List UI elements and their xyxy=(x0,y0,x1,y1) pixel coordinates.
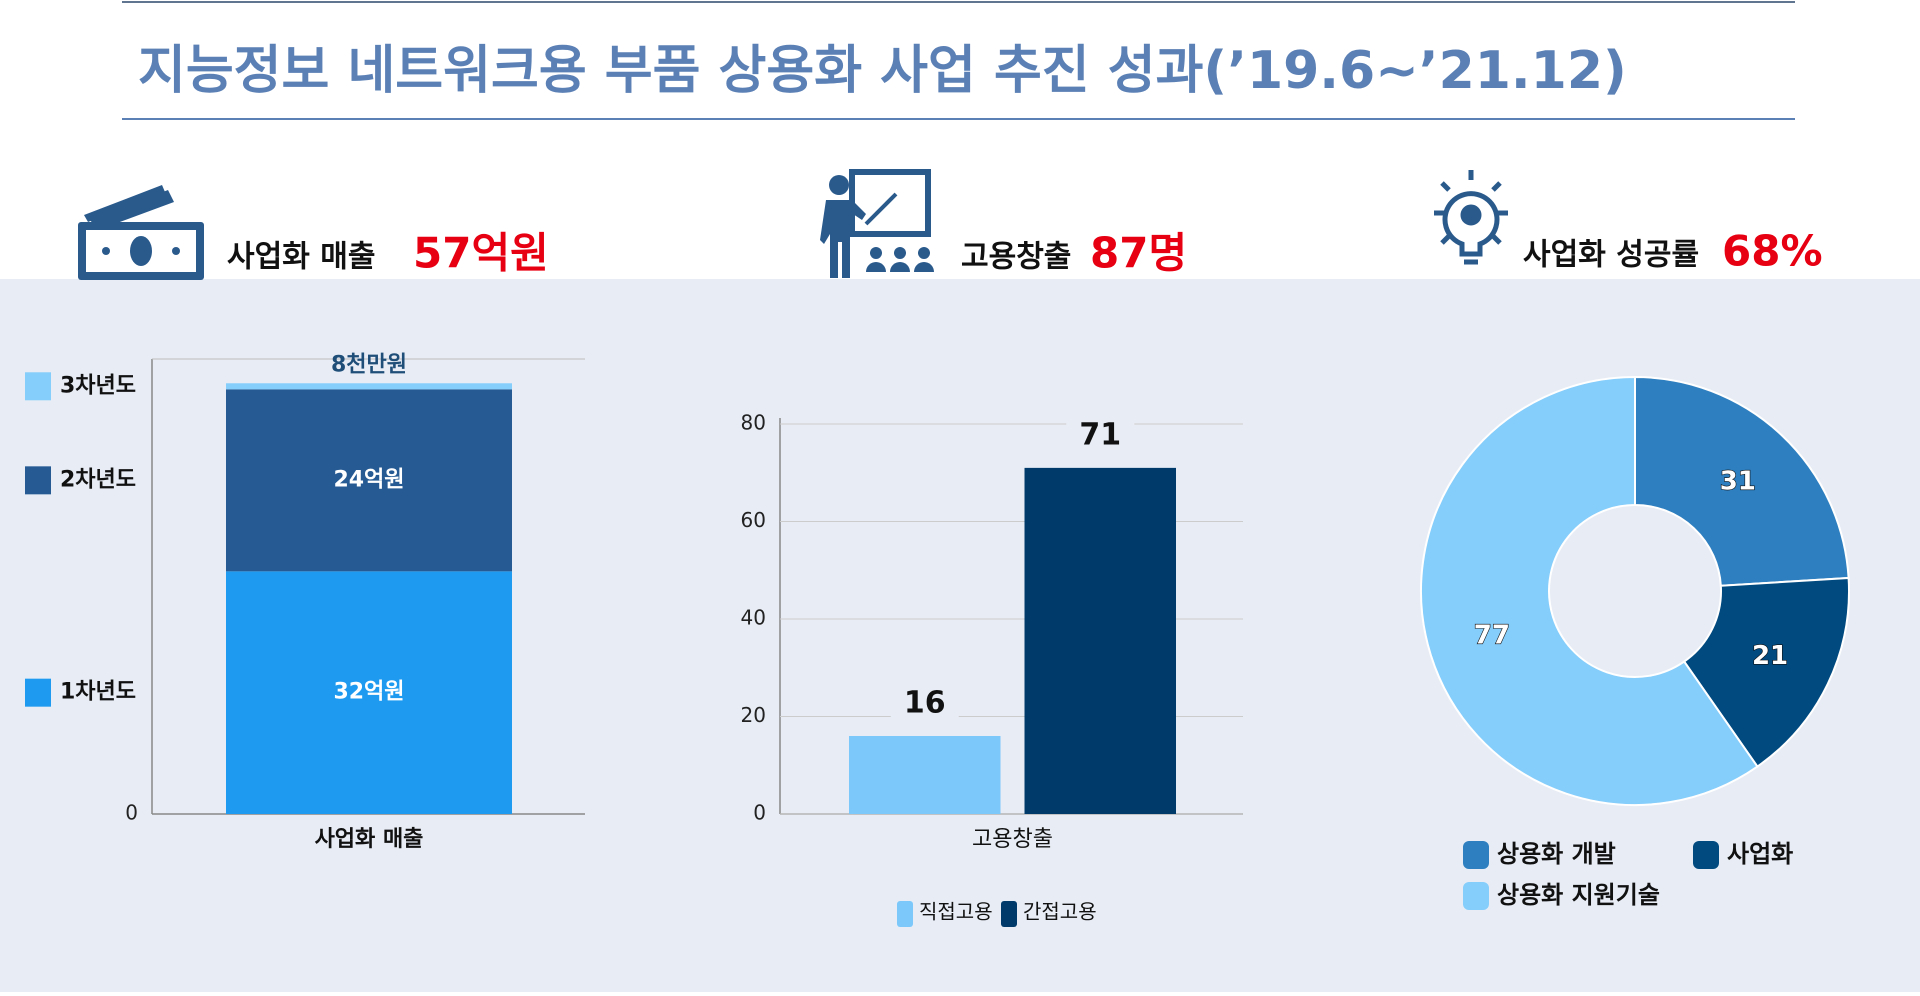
bar-segment xyxy=(226,389,512,572)
legend-label: 직접고용 xyxy=(919,900,993,924)
data-label: 32억원 xyxy=(333,680,404,705)
data-label: 24억원 xyxy=(333,467,404,492)
y-tick-label: 40 xyxy=(741,606,766,630)
legend-label: 1차년도 xyxy=(60,680,136,705)
y-tick-label: 80 xyxy=(741,411,766,435)
y-tick-label: 60 xyxy=(741,508,766,532)
bulb-icon xyxy=(1434,170,1508,265)
legend-label: 3차년도 xyxy=(60,373,136,398)
legend-swatch xyxy=(897,901,913,927)
data-label: 77 xyxy=(1474,620,1510,650)
bar-segment xyxy=(226,383,512,390)
bar-segment xyxy=(226,571,512,814)
label-bg xyxy=(1066,417,1135,452)
donut-slice xyxy=(1634,375,1850,587)
kpi-value: 68% xyxy=(1722,227,1823,276)
x-tick-label: 사업화 매출 xyxy=(315,827,424,852)
legend-swatch xyxy=(25,678,51,707)
x-tick-label: 고용창출 xyxy=(972,827,1053,852)
legend-label: 간접고용 xyxy=(1023,900,1097,924)
donut-slice xyxy=(1420,375,1759,806)
label-bg xyxy=(890,686,959,720)
legend-label: 2차년도 xyxy=(60,467,136,492)
kpi-value: 57억원 xyxy=(413,229,549,278)
legend-swatch xyxy=(25,372,51,401)
legend-label: 상용화 지원기술 xyxy=(1497,881,1660,909)
money-icon xyxy=(78,185,204,280)
kpi-value: 87명 xyxy=(1090,229,1187,278)
legend-swatch xyxy=(1001,901,1017,927)
teacher-icon xyxy=(820,169,934,278)
data-label: 16 xyxy=(904,686,946,721)
bar xyxy=(849,736,1001,814)
legend-swatch xyxy=(1693,841,1719,869)
kpi-label: 고용창출 xyxy=(961,240,1071,275)
y-tick-label: 20 xyxy=(741,703,766,727)
data-label: 71 xyxy=(1079,417,1121,452)
page-title: 지능정보 네트워크용 부품 상용화 사업 추진 성과(’19.6~’21.12) xyxy=(138,41,1627,101)
kpi-label: 사업화 매출 xyxy=(227,240,375,275)
data-label: 8천만원 xyxy=(331,352,407,377)
legend-label: 사업화 xyxy=(1727,840,1793,868)
legend-swatch xyxy=(1463,841,1489,869)
legend-swatch xyxy=(1463,882,1489,910)
y-tick-label: 0 xyxy=(753,801,766,825)
legend-swatch xyxy=(25,466,51,495)
kpi-label: 사업화 성공률 xyxy=(1523,238,1699,273)
data-label: 31 xyxy=(1720,466,1756,496)
y-tick-label: 0 xyxy=(125,801,138,825)
bar xyxy=(1024,467,1176,814)
data-label: 21 xyxy=(1752,641,1788,671)
legend-label: 상용화 개발 xyxy=(1497,840,1616,868)
